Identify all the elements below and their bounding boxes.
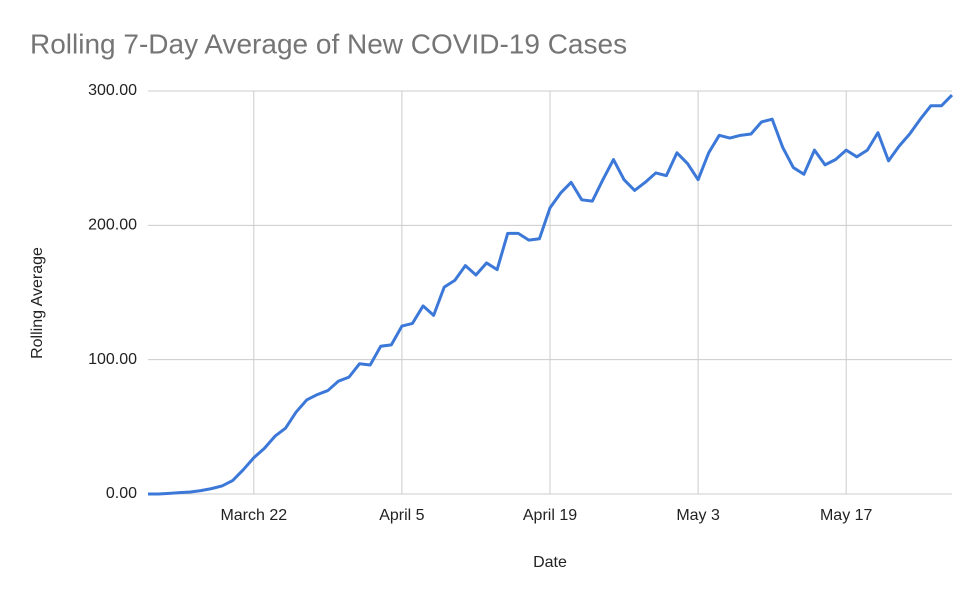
y-tick-label: 300.00 (88, 82, 137, 99)
x-tick-label: March 22 (220, 507, 287, 524)
y-axis-label: Rolling Average (29, 247, 46, 359)
chart-title: Rolling 7-Day Average of New COVID-19 Ca… (30, 28, 627, 59)
data-line (148, 93, 954, 496)
y-tick-label: 200.00 (88, 217, 137, 234)
y-tick-label: 0.00 (106, 485, 137, 502)
x-tick-label: April 5 (379, 507, 424, 524)
y-tick-label: 100.00 (88, 351, 137, 368)
x-axis-label: Date (533, 554, 567, 571)
x-tick-label: May 17 (820, 507, 873, 524)
x-tick-label: May 3 (676, 507, 720, 524)
x-tick-label: April 19 (523, 507, 577, 524)
